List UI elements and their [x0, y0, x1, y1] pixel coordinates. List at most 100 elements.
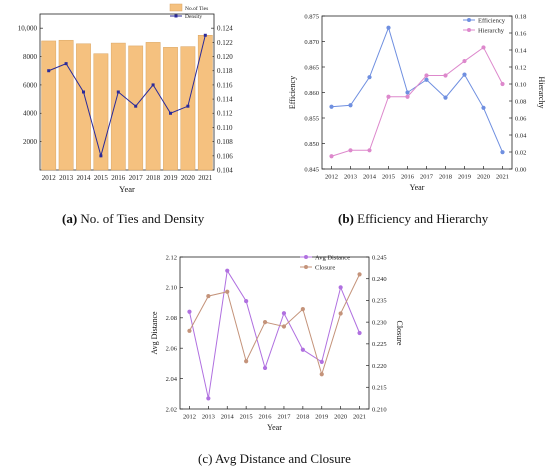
plot-frame — [179, 256, 370, 410]
y2-tick-label: 0.114 — [217, 96, 233, 104]
data-point — [244, 298, 249, 304]
x-tick-label: 2012 — [183, 414, 196, 421]
x-tick-label: 2017 — [277, 414, 291, 421]
legend-label: Density — [185, 14, 202, 20]
data-point — [462, 58, 467, 64]
data-point — [329, 154, 334, 159]
x-tick-label: 2020 — [334, 414, 347, 421]
y2-tick-label: 0.108 — [217, 138, 233, 146]
x-tick-label: 2017 — [129, 174, 144, 182]
data-point — [357, 272, 362, 277]
y-tick-label: 2.02 — [166, 406, 177, 413]
data-point — [462, 72, 467, 77]
bar — [41, 40, 57, 171]
legend-marker — [467, 28, 471, 32]
data-point — [481, 105, 486, 110]
data-point — [500, 150, 505, 155]
data-point — [169, 111, 172, 115]
data-point — [329, 104, 334, 109]
legend-marker — [304, 265, 308, 269]
bar — [76, 43, 91, 171]
y2-tick-label: 0.02 — [515, 149, 526, 156]
y2-tick-label: 0.122 — [217, 39, 233, 47]
x-tick-label: 2019 — [458, 174, 471, 181]
y2-tick-label: 0.10 — [515, 81, 526, 88]
y-tick-label: 4000 — [23, 110, 38, 118]
y-tick-label: 8000 — [23, 53, 38, 61]
data-point — [151, 83, 155, 87]
data-point — [386, 94, 391, 99]
legend: Efficiency Hierarchy — [463, 17, 506, 34]
data-point — [443, 73, 448, 78]
data-point — [99, 154, 103, 158]
y2-tick-label: 0.120 — [217, 53, 233, 61]
data-point — [348, 148, 353, 153]
legend-label: No.of Ties — [185, 5, 208, 12]
series-line — [331, 46, 503, 157]
legend-marker — [174, 14, 178, 18]
x-axis-label: Year — [119, 184, 135, 194]
bar — [58, 39, 74, 171]
bar — [145, 42, 161, 171]
chart-avgdistance-closure: 2.02 2.04 2.06 2.08 2.10 2.12 0.210 0.215 0.220 0… — [150, 254, 404, 432]
data-point — [134, 104, 138, 108]
data-point — [187, 309, 192, 314]
data-point — [82, 90, 85, 94]
caption-a-letter: (a) — [62, 211, 78, 226]
series-line — [188, 269, 361, 399]
y2-tick-label: 0.06 — [515, 115, 527, 122]
caption-c: (c) Avg Distance and Closure — [198, 451, 351, 467]
data-point — [424, 77, 429, 82]
data-point — [367, 75, 372, 80]
x-tick-label: 2014 — [77, 174, 92, 182]
x-tick-label: 2018 — [296, 414, 309, 421]
data-point — [338, 285, 343, 290]
data-point — [500, 81, 505, 87]
x-tick-label: 2016 — [111, 174, 126, 182]
data-point — [424, 73, 429, 78]
y-tick-label: 0.870 — [304, 39, 319, 46]
data-point — [348, 103, 353, 108]
data-point — [206, 293, 211, 299]
y-tick-label: 6000 — [23, 81, 38, 89]
x-tick-label: 2020 — [477, 174, 490, 181]
legend-label: Closure — [315, 264, 335, 271]
caption-a: (a) No. of Ties and Density — [62, 211, 204, 227]
x-tick-label: 2021 — [353, 414, 366, 421]
data-point — [262, 365, 268, 371]
y-tick-label: 0.875 — [304, 13, 319, 20]
y-tick-label: 0.860 — [304, 90, 319, 97]
legend-label: Efficiency — [478, 17, 506, 24]
y2-tick-label: 0.230 — [372, 319, 387, 326]
plot-frame — [321, 15, 513, 170]
series-line — [331, 26, 503, 153]
y2-tick-label: 0.12 — [515, 64, 526, 71]
data-point — [300, 307, 305, 312]
y2-tick-label: 0.210 — [372, 406, 387, 413]
x-tick-label: 2021 — [198, 174, 213, 182]
y2-axis-label: Hierarchy — [537, 77, 546, 109]
y2-tick-label: 0.235 — [372, 298, 387, 305]
caption-a-text: No. of Ties and Density — [77, 211, 205, 226]
y-tick-label: 10,000 — [18, 25, 38, 33]
data-point — [338, 311, 343, 316]
y2-tick-label: 0.240 — [372, 276, 387, 283]
bar — [180, 46, 196, 171]
x-tick-label: 2021 — [496, 174, 509, 181]
data-point — [244, 359, 249, 364]
y-tick-label: 2.06 — [166, 345, 178, 352]
bar — [110, 42, 126, 171]
y-axis-label: Efficiency — [288, 76, 297, 109]
caption-c-text: Avg Distance and Closure — [212, 451, 351, 466]
series-line — [189, 274, 361, 376]
y-tick-label: 0.855 — [304, 115, 319, 122]
x-tick-label: 2014 — [363, 174, 377, 181]
y2-tick-label: 0.104 — [217, 166, 233, 174]
data-point — [47, 69, 51, 73]
y2-tick-label: 0.124 — [217, 25, 233, 33]
caption-b-letter: (b) — [338, 211, 354, 226]
data-point — [367, 148, 372, 153]
y-tick-label: 2.10 — [166, 285, 177, 292]
y2-tick-label: 0.220 — [372, 363, 387, 370]
